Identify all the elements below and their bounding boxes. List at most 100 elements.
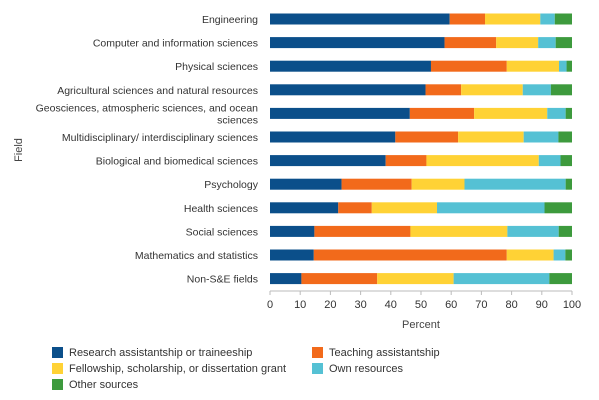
category-label: Mathematics and statistics [135,250,258,262]
bar-segment [426,155,539,167]
bar-segment [449,13,486,25]
category-label: Computer and information sciences [93,38,258,50]
legend-swatch [52,379,63,390]
bar-segment [523,131,559,143]
bar-segment [371,202,437,214]
x-tick-label: 30 [354,299,366,311]
bar-segment [549,273,572,285]
x-tick-label: 60 [445,299,457,311]
category-label: Physical sciences [175,61,258,73]
bar-segment [558,225,572,237]
bar-segment [270,249,314,261]
bar-segment [558,131,572,143]
bar-segment [496,37,539,49]
legend-label: Own resources [329,363,403,375]
category-label: Psychology [204,179,258,191]
bar-segment [270,60,431,72]
bar-segment [565,178,572,190]
bars-layer [270,13,572,285]
category-label: Social sciences [186,226,258,238]
bar-segment [270,202,339,214]
x-tick-label: 0 [267,299,273,311]
bar-segment [385,155,427,167]
bar-segment [506,249,554,261]
legend-label: Fellowship, scholarship, or dissertation… [69,363,286,375]
x-tick-label: 50 [415,299,427,311]
bar-segment [270,107,410,119]
legend-swatch [52,363,63,374]
bar-segment [506,60,560,72]
bar-segment [464,178,566,190]
bar-segment [559,60,567,72]
category-label: Agricultural sciences and natural resour… [57,85,258,97]
category-label: Health sciences [184,203,258,215]
legend-label: Teaching assistantship [329,347,440,359]
bar-segment [409,107,475,119]
legend-label: Research assistantship or traineeship [69,347,252,359]
bar-segment [437,202,545,214]
bar-segment [544,202,572,214]
bar-segment [314,225,411,237]
legend: Research assistantship or traineeship Tea… [52,347,440,391]
x-tick-label: 80 [505,299,517,311]
bar-segment [411,178,465,190]
legend-swatch [312,363,323,374]
y-axis-title: Field [13,138,25,162]
x-tick-label: 20 [324,299,336,311]
bar-segment [547,107,566,119]
category-labels: Engineering Computer and information scie… [36,14,259,286]
bar-segment [461,84,523,96]
bar-segment [522,84,551,96]
bar-segment [554,13,572,25]
category-label: Multidisciplinary/ interdisciplinary sci… [62,132,258,144]
x-tick-label: 70 [475,299,487,311]
bar-segment [565,107,572,119]
bar-segment [485,13,541,25]
x-tick-label: 40 [385,299,397,311]
bar-segment [270,178,342,190]
bar-segment [566,60,572,72]
bar-segment [338,202,372,214]
bar-segment [430,60,507,72]
x-tick-label: 10 [294,299,306,311]
bar-segment [553,249,566,261]
category-label: Geosciences, atmospheric sciences, and o… [36,102,259,126]
bar-segment [550,84,572,96]
bar-segment [560,155,572,167]
category-label: Engineering [202,14,258,26]
category-label: Non-S&E fields [187,274,258,286]
bar-segment [270,155,386,167]
bar-segment [453,273,550,285]
bar-segment [474,107,548,119]
bar-segment [444,37,497,49]
bar-segment [410,225,508,237]
bar-segment [377,273,454,285]
x-axis-title: Percent [402,319,440,331]
bar-segment [565,249,572,261]
category-label: Biological and biomedical sciences [96,156,258,168]
bar-segment [270,273,302,285]
bar-segment [301,273,378,285]
legend-label: Other sources [69,379,139,391]
bar-segment [538,37,556,49]
x-tick-label: 100 [563,299,581,311]
bar-segment [555,37,572,49]
bar-segment [540,13,555,25]
legend-swatch [312,347,323,358]
bar-segment [270,37,445,49]
x-tick-label: 90 [536,299,548,311]
bar-segment [538,155,561,167]
legend-swatch [52,347,63,358]
bar-segment [270,131,396,143]
bar-segment [507,225,559,237]
x-axis-ticks: 0 10 20 30 40 50 60 70 80 90 100 [267,291,581,311]
bar-segment [313,249,507,261]
bar-segment [270,84,426,96]
bar-segment [395,131,459,143]
bar-segment [270,13,450,25]
bar-segment [270,225,315,237]
bar-segment [341,178,412,190]
bar-segment [425,84,462,96]
